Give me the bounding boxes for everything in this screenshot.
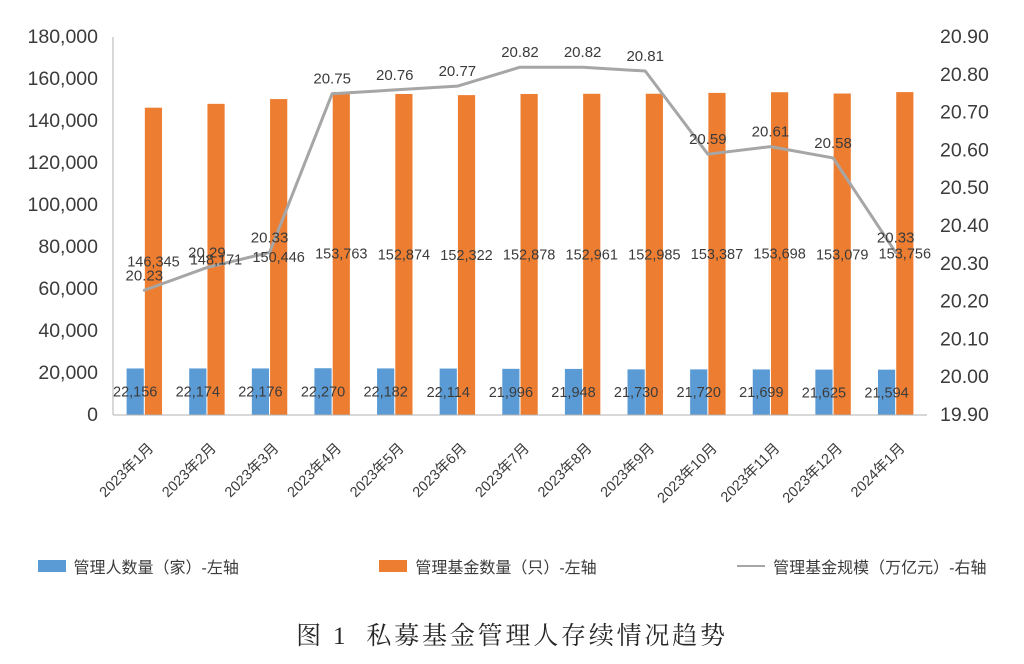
svg-text:20.30: 20.30 <box>940 253 989 275</box>
svg-text:153,698: 153,698 <box>753 247 805 263</box>
svg-text:20.70: 20.70 <box>940 102 989 124</box>
svg-text:152,874: 152,874 <box>378 247 430 263</box>
svg-text:2024年1月: 2024年1月 <box>847 440 908 501</box>
svg-text:160,000: 160,000 <box>28 68 99 90</box>
svg-text:180,000: 180,000 <box>28 26 99 48</box>
svg-text:21,948: 21,948 <box>551 385 595 401</box>
svg-text:21,594: 21,594 <box>864 385 908 401</box>
svg-text:20.10: 20.10 <box>940 328 989 350</box>
svg-text:20.77: 20.77 <box>439 63 477 80</box>
svg-text:2023年7月: 2023年7月 <box>472 440 533 501</box>
svg-text:22,270: 22,270 <box>301 385 345 401</box>
svg-text:140,000: 140,000 <box>28 110 99 132</box>
svg-text:2023年4月: 2023年4月 <box>284 440 345 501</box>
svg-text:2023年9月: 2023年9月 <box>597 440 658 501</box>
svg-text:21,730: 21,730 <box>614 385 658 401</box>
svg-text:20.20: 20.20 <box>940 291 989 313</box>
svg-text:20.50: 20.50 <box>940 177 989 199</box>
svg-text:20.23: 20.23 <box>126 267 164 284</box>
svg-text:20.76: 20.76 <box>376 67 414 84</box>
svg-text:20.59: 20.59 <box>689 131 727 148</box>
svg-text:2023年1月: 2023年1月 <box>96 440 157 501</box>
svg-text:21,996: 21,996 <box>489 385 533 401</box>
svg-text:20.81: 20.81 <box>626 48 664 65</box>
svg-text:20.00: 20.00 <box>940 366 989 388</box>
svg-text:20.60: 20.60 <box>940 139 989 161</box>
svg-text:152,985: 152,985 <box>628 247 680 263</box>
svg-text:40,000: 40,000 <box>38 320 98 342</box>
svg-text:2023年12月: 2023年12月 <box>779 440 846 507</box>
svg-text:153,756: 153,756 <box>879 247 931 263</box>
svg-text:2023年11月: 2023年11月 <box>717 440 783 506</box>
svg-text:2023年2月: 2023年2月 <box>159 440 220 501</box>
svg-text:152,322: 152,322 <box>440 248 492 264</box>
svg-text:80,000: 80,000 <box>38 236 98 258</box>
svg-text:2023年3月: 2023年3月 <box>221 440 282 501</box>
svg-text:2023年8月: 2023年8月 <box>534 440 595 501</box>
svg-text:20.75: 20.75 <box>313 71 351 88</box>
svg-text:22,114: 22,114 <box>427 385 470 401</box>
svg-text:22,156: 22,156 <box>113 385 157 401</box>
svg-text:152,961: 152,961 <box>566 247 618 263</box>
svg-text:19.90: 19.90 <box>940 404 989 426</box>
svg-text:150,446: 150,446 <box>252 250 304 266</box>
svg-text:120,000: 120,000 <box>28 152 99 174</box>
svg-text:22,174: 22,174 <box>176 385 220 401</box>
svg-text:21,720: 21,720 <box>677 385 721 401</box>
svg-text:2023年10月: 2023年10月 <box>654 440 721 507</box>
svg-text:20.80: 20.80 <box>940 64 989 86</box>
svg-text:153,079: 153,079 <box>816 247 868 263</box>
svg-text:20,000: 20,000 <box>38 362 98 384</box>
svg-text:2023年5月: 2023年5月 <box>347 440 408 501</box>
svg-text:100,000: 100,000 <box>28 194 99 216</box>
svg-text:0: 0 <box>87 404 98 426</box>
svg-text:20.33: 20.33 <box>877 229 915 246</box>
svg-text:153,763: 153,763 <box>315 247 367 263</box>
svg-text:20.82: 20.82 <box>564 44 602 61</box>
svg-text:20.82: 20.82 <box>501 44 539 61</box>
svg-text:21,625: 21,625 <box>802 385 846 401</box>
svg-text:20.61: 20.61 <box>752 124 790 141</box>
svg-text:22,182: 22,182 <box>363 385 407 401</box>
svg-text:2023年6月: 2023年6月 <box>409 440 470 501</box>
svg-text:20.90: 20.90 <box>940 26 989 48</box>
svg-text:20.58: 20.58 <box>814 135 852 152</box>
svg-text:20.40: 20.40 <box>940 215 989 237</box>
svg-text:152,878: 152,878 <box>503 247 555 263</box>
svg-text:20.33: 20.33 <box>251 229 289 246</box>
svg-text:22,176: 22,176 <box>238 385 282 401</box>
svg-text:60,000: 60,000 <box>38 278 98 300</box>
svg-text:20.29: 20.29 <box>188 245 226 262</box>
svg-text:21,699: 21,699 <box>739 385 783 401</box>
svg-text:153,387: 153,387 <box>691 247 743 263</box>
